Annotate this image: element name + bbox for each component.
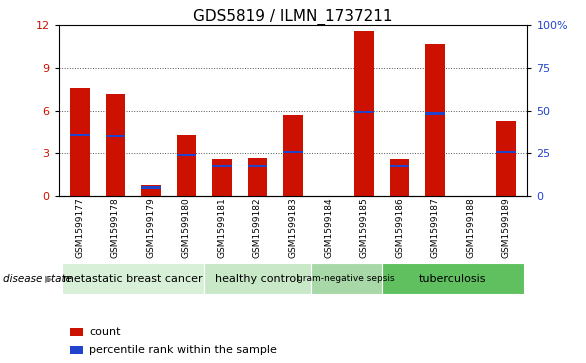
Bar — [248, 165, 267, 167]
Text: count: count — [89, 327, 121, 337]
Bar — [425, 44, 445, 196]
Text: percentile rank within the sample: percentile rank within the sample — [89, 345, 277, 355]
Bar — [70, 346, 83, 354]
Bar — [177, 135, 196, 196]
Bar — [355, 31, 374, 196]
Text: GDS5819 / ILMN_1737211: GDS5819 / ILMN_1737211 — [193, 9, 393, 25]
Text: ▶: ▶ — [45, 274, 52, 284]
Bar — [105, 94, 125, 196]
Bar — [212, 165, 231, 167]
Text: disease state: disease state — [3, 274, 72, 284]
Bar — [70, 328, 83, 336]
Bar — [311, 263, 382, 294]
Bar — [390, 159, 409, 196]
Bar — [70, 134, 90, 136]
Bar — [283, 151, 303, 153]
Bar — [425, 113, 445, 115]
Bar — [141, 185, 161, 196]
Text: metastatic breast cancer: metastatic breast cancer — [63, 274, 203, 284]
Text: healthy control: healthy control — [216, 274, 299, 284]
Bar — [283, 115, 303, 196]
Bar — [248, 158, 267, 196]
Bar — [382, 263, 524, 294]
Bar — [70, 88, 90, 196]
Bar — [212, 159, 231, 196]
Text: gram-negative sepsis: gram-negative sepsis — [298, 274, 395, 283]
Bar — [390, 165, 409, 167]
Bar — [105, 135, 125, 137]
Bar — [355, 111, 374, 113]
Bar — [204, 263, 311, 294]
Bar — [141, 187, 161, 188]
Bar — [177, 154, 196, 156]
Text: tuberculosis: tuberculosis — [419, 274, 486, 284]
Bar — [496, 151, 516, 153]
Bar — [496, 121, 516, 196]
Bar — [62, 263, 204, 294]
